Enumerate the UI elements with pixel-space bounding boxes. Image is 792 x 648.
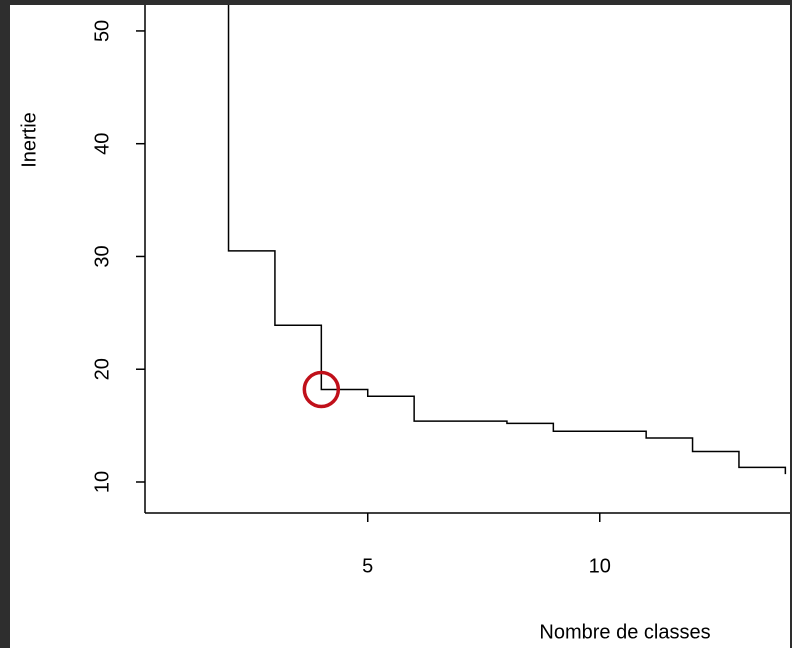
x-tick-label: 5 [362, 555, 373, 577]
highlight-circle [302, 370, 341, 409]
y-tick-label: 40 [91, 133, 113, 155]
y-tick-label: 50 [91, 20, 113, 42]
y-tick-label: 20 [91, 358, 113, 380]
x-tick-label: 10 [589, 555, 611, 577]
x-axis-label: Nombre de classes [539, 621, 710, 643]
step-line [227, 5, 787, 475]
plot-background [10, 5, 790, 648]
y-tick-label: 30 [91, 245, 113, 267]
y-tick-label: 10 [91, 471, 113, 493]
y-axis-label: Inertie [18, 112, 40, 168]
